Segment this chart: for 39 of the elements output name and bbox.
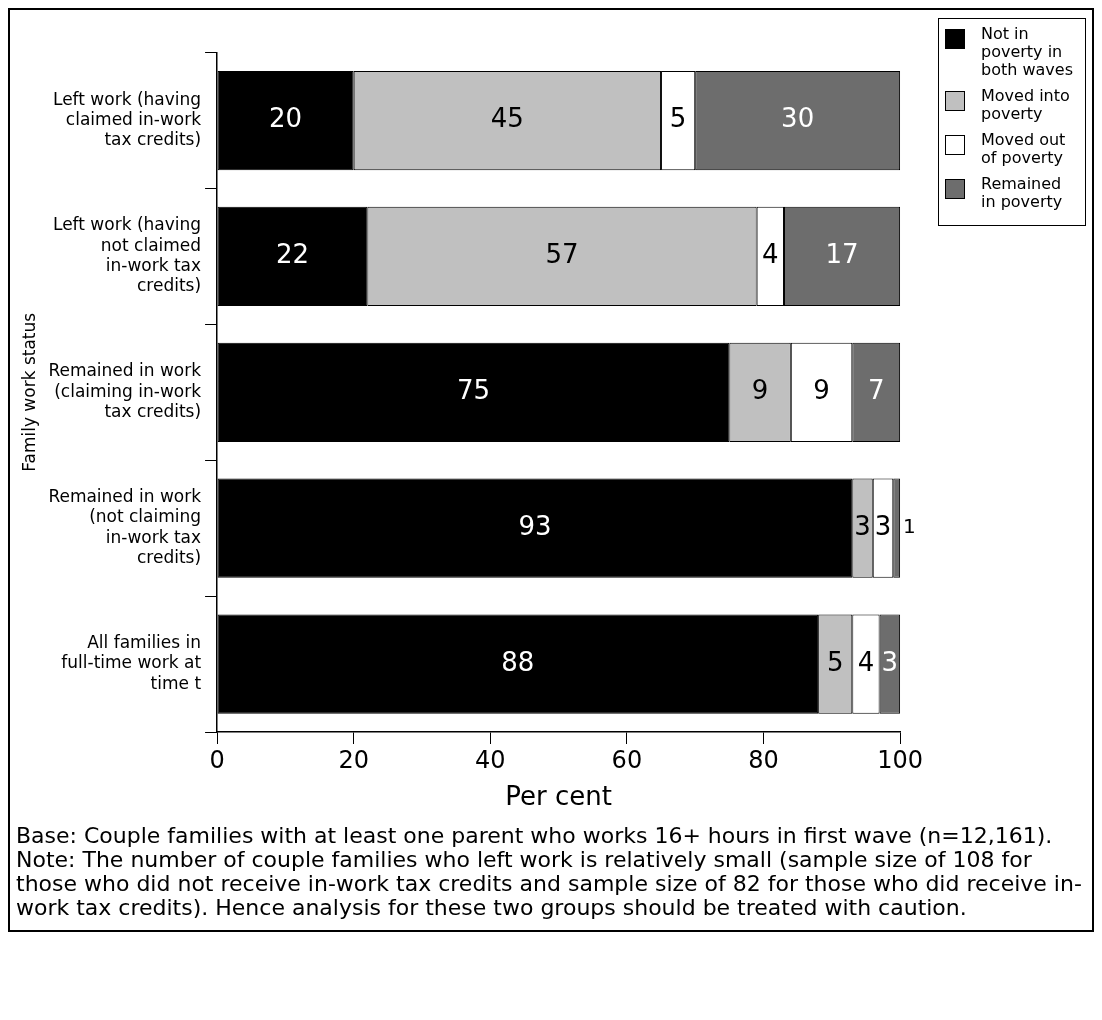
y-axis-title: Family work status (18, 312, 39, 472)
data-label: 4 (857, 646, 875, 677)
x-tick-label: 80 (748, 745, 779, 774)
data-label: 57 (545, 239, 579, 270)
legend-label: Moved into poverty (981, 86, 1071, 123)
x-axis-title: Per cent (505, 781, 612, 812)
y-tick-label: Remained in work (claiming in-work tax credits) (48, 360, 202, 422)
data-label: 30 (781, 103, 815, 134)
text: Note: The number of couple families who left work is relatively small (sample size of 108 for those who did not receive in-work tax credits and sample size of 82 for those who did receive in-work tax credits). Hence analysis for these two groups should be treated with caution. (16, 847, 1083, 920)
data-label: 5 (826, 646, 844, 677)
y-tick-label: Remained in work (not claiming in-work tax credits) (48, 486, 202, 568)
data-label: 3 (854, 510, 871, 541)
legend-label: Not in poverty in both waves (981, 24, 1074, 79)
data-label: 3 (881, 646, 899, 677)
x-tick-label: 100 (877, 745, 923, 774)
data-label: 4 (762, 239, 779, 270)
data-label: 22 (275, 239, 310, 270)
data-label: 9 (813, 375, 830, 406)
legend-label: Remained in poverty (981, 174, 1064, 211)
data-label: 1 (903, 514, 916, 539)
data-label: 5 (669, 103, 687, 134)
y-tick-label: Left work (having claimed in-work tax credits) (52, 88, 202, 150)
data-label: 93 (518, 510, 552, 541)
data-label: 88 (501, 646, 535, 677)
data-label: 17 (825, 239, 859, 270)
data-label: 9 (751, 375, 769, 406)
text: Base: Couple families with at least one parent who works 16+ hours in first wave (n=12,161). (16, 823, 1054, 848)
legend-label: Moved out of poverty (981, 130, 1067, 167)
data-label: 45 (490, 103, 524, 134)
data-label: 20 (269, 103, 303, 134)
y-tick-label: All families in full-time work at time t (61, 632, 202, 693)
data-label: 3 (874, 510, 892, 541)
data-label: 75 (456, 375, 491, 406)
x-tick-label: 20 (338, 745, 369, 774)
x-tick-label: 0 (209, 745, 225, 774)
y-tick-label: Left work (having not claimed in-work tax credits) (52, 214, 202, 296)
x-tick-label: 60 (611, 745, 643, 774)
data-label: 7 (867, 375, 885, 406)
x-tick-label: 40 (475, 745, 506, 774)
